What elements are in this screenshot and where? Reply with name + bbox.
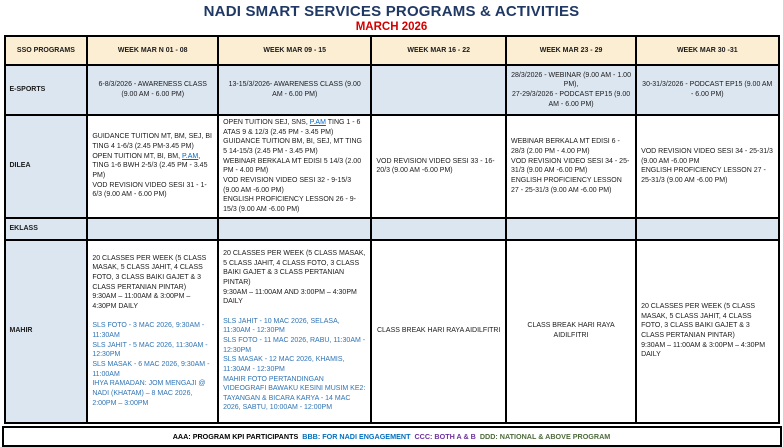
text-segment: , TING 1-6 BWH 2-5/3 (2.45 PM - 3.45 PM) <box>92 152 208 180</box>
schedule-line: CLASS BREAK HARI RAYA AIDILFITRI <box>527 322 615 340</box>
cell-e-sports-week-2: 13-15/3/2026- AWARENESS CLASS (9.00 AM -… <box>217 64 373 116</box>
cell-dilea-week-4: WEBINAR BERKALA MT EDISI 6 - 28/3 (2.00 … <box>505 114 638 219</box>
text-segment: OPEN TUITION SEJ, SNS, <box>223 119 310 126</box>
programs-table: SSO PROGRAMS WEEK MAR N 01 - 08 WEEK MAR 0… <box>3 35 780 424</box>
table-row-dilea: DILEA GUIDANCE TUITION MT, BM, SEJ, BI TI… <box>3 114 780 219</box>
cell-mahir-week-2: 20 CLASSES PER WEEK (5 CLASS MASAK, 5 CL… <box>217 238 373 424</box>
schedule-line: VOD REVISION VIDEO SESI 34 - 25-31/3 (9.… <box>511 157 630 175</box>
text-segment: TING 1 - 6 ATAS 9 & 12/3 (2.45 PM - 3.45… <box>223 119 361 136</box>
cell-eklass-week-3 <box>370 216 508 241</box>
cell-dilea-week-2: OPEN TUITION SEJ, SNS, P.AM TING 1 - 6 A… <box>217 114 373 219</box>
schedule-line: 20 CLASSES PER WEEK (5 CLASS MASAK, 5 CL… <box>641 303 756 340</box>
cell-mahir-week-3: CLASS BREAK HARI RAYA AIDILFITRI <box>370 238 508 424</box>
schedule-line: 30-31/3/2026 - PODCAST EP15 (9.00 AM - 6… <box>642 81 773 98</box>
schedule-line: GUIDANCE TUITION MT, BM, SEJ, BI TING 4 … <box>92 133 212 151</box>
cell-eklass-week-2 <box>217 216 373 241</box>
row-label-e-sports: E-SPORTS <box>3 64 89 116</box>
schedule-line: GUIDANCE TUITION BM, BI, SEJ, MT TING 5 … <box>223 138 362 155</box>
pam-link[interactable]: P.AM <box>309 119 326 126</box>
cell-e-sports-week-1: 6-8/3/2026 - AWARENESS CLASS (9.00 AM - … <box>86 64 220 116</box>
text-segment: SLS MASAK - 6 MAC 2026, 9:30AM - 11:00AM <box>92 361 210 378</box>
schedule-line: OPEN TUITION MT, BI, BM, P.AM, TING 1-6 … <box>92 152 213 181</box>
cell-e-sports-week-3 <box>370 64 508 116</box>
column-header-week-4: WEEK MAR 23 - 29 <box>505 35 638 66</box>
schedule-line: 9:30AM – 11:00AM & 3:00PM – 4:30PM DAILY <box>92 293 191 311</box>
pam-link[interactable]: P.AM <box>182 152 199 160</box>
row-label-dilea: DILEA <box>3 114 89 219</box>
text-segment: OPEN TUITION MT, BI, BM, <box>92 152 183 160</box>
page-title: NADI SMART SERVICES PROGRAMS & ACTIVITIE… <box>203 3 580 20</box>
table-row-e-sports: E-SPORTS 6-8/3/2026 - AWARENESS CLASS (9.… <box>3 64 780 116</box>
schedule-line: IHYA RAMADAN: JOM MENGAJI @ NADI (KHATAM… <box>92 379 213 408</box>
text-segment: IHYA RAMADAN: JOM MENGAJI @ NADI (KHATAM… <box>92 380 206 407</box>
cell-e-sports-week-5: 30-31/3/2026 - PODCAST EP15 (9.00 AM - 6… <box>635 64 780 116</box>
legend-ccc: CCC: BOTH A & B <box>414 431 478 441</box>
text-segment: SLS JAHIT - 5 MAC 2026, 11:30AM - 12:30P… <box>92 341 208 359</box>
text-segment: MAHIR FOTO PERTANDINGAN VIDEOGRAFI BAWAK… <box>223 375 366 412</box>
schedule-line: 20 CLASSES PER WEEK (5 CLASS MASAK, 5 CL… <box>92 254 207 291</box>
schedule-line: WEBINAR BERKALA MT EDISI 6 - 28/3 (2.00 … <box>511 138 620 155</box>
schedule-line: SLS FOTO - 11 MAC 2026, RABU, 11:30AM - … <box>223 336 366 355</box>
schedule-line: 13-15/3/2026- AWARENESS CLASS (9.00 AM -… <box>228 81 361 98</box>
schedule-line: SLS FOTO - 3 MAC 2026, 9:30AM - 11:30AM <box>92 321 213 340</box>
schedule-line: 20 CLASSES PER WEEK (5 CLASS MASAK, 5 CL… <box>223 249 366 286</box>
cell-e-sports-week-4: 28/3/2026 - WEBINAR (9.00 AM - 1.00 PM),… <box>505 64 638 116</box>
schedule-line: SLS JAHIT - 10 MAC 2026, SELASA, 11:30AM… <box>223 317 366 336</box>
schedule-line: 27-29/3/2026 - PODCAST EP15 (9.00 AM - 6… <box>511 91 631 108</box>
corner-header-sso-programs: SSO PROGRAMS <box>3 35 89 66</box>
schedule-line: SLS MASAK - 12 MAC 2026, KHAMIS, 11:30AM… <box>223 355 366 374</box>
schedule-line: 9:30AM – 11:00AM AND 3:00PM – 4:30PM DAI… <box>223 288 357 306</box>
schedule-line: ENGLISH PROFICIENCY LESSON 27 - 25-31/3 … <box>511 176 622 194</box>
schedule-line: VOD REVISION VIDEO SESI 33 - 16-20/3 (9.… <box>376 157 495 175</box>
text-segment: SLS FOTO - 3 MAC 2026, 9:30AM - 11:30AM <box>92 322 205 340</box>
schedule-line: 28/3/2026 - WEBINAR (9.00 AM - 1.00 PM), <box>511 71 631 89</box>
text-segment: SLS MASAK - 12 MAC 2026, KHAMIS, 11:30AM… <box>223 356 345 373</box>
schedule-line: 9:30AM – 11:00AM & 3:00PM – 4:30PM DAILY <box>641 341 766 359</box>
cell-mahir-week-5: 20 CLASSES PER WEEK (5 CLASS MASAK, 5 CL… <box>635 238 780 424</box>
schedule-line: VOD REVISION VIDEO SESI 32 - 9-15/3 (9.0… <box>223 176 352 194</box>
schedule-line: MAHIR FOTO PERTANDINGAN VIDEOGRAFI BAWAK… <box>223 375 366 414</box>
cell-eklass-week-4 <box>505 216 638 241</box>
schedule-line: OPEN TUITION SEJ, SNS, P.AM TING 1 - 6 A… <box>223 118 366 137</box>
column-header-week-5: WEEK MAR 30 -31 <box>635 35 780 66</box>
cell-eklass-week-5 <box>635 216 780 241</box>
schedule-line: SLS JAHIT - 5 MAC 2026, 11:30AM - 12:30P… <box>92 341 213 360</box>
schedule-line: 6-8/3/2026 - AWARENESS CLASS (9.00 AM - … <box>98 81 207 98</box>
legend-footer: AAA: PROGRAM KPI PARTICIPANTS BBB: FOR N… <box>1 425 782 447</box>
cell-mahir-week-4: CLASS BREAK HARI RAYA AIDILFITRI <box>505 238 638 424</box>
schedule-line <box>92 312 213 322</box>
schedule-line: ENGLISH PROFICIENCY LESSON 27 - 25-31/3 … <box>641 167 766 184</box>
schedule-line: CLASS BREAK HARI RAYA AIDILFITRI <box>376 327 501 335</box>
page-subtitle: MARCH 2026 <box>355 21 428 33</box>
row-label-mahir: MAHIR <box>3 238 89 424</box>
schedule-line: ENGLISH PROFICIENCY LESSON 26 - 9-15/3 (… <box>223 196 357 213</box>
column-header-week-2: WEEK MAR 09 - 15 <box>217 35 373 66</box>
table-row-eklass: EKLASS <box>3 216 780 241</box>
cell-dilea-week-5: VOD REVISION VIDEO SESI 34 - 25-31/3 (9.… <box>635 114 780 219</box>
schedule-line: VOD REVISION VIDEO SESI 31 - 1-6/3 (9.00… <box>92 181 207 199</box>
schedule-line: WEBINAR BERKALA MT EDISI 5 14/3 (2.00 PM… <box>223 157 362 175</box>
text-segment: SLS FOTO - 11 MAC 2026, RABU, 11:30AM - … <box>223 336 366 354</box>
schedule-line: VOD REVISION VIDEO SESI 34 - 25-31/3 (9.… <box>641 147 773 165</box>
header-row: SSO PROGRAMS WEEK MAR N 01 - 08 WEEK MAR 0… <box>3 35 780 66</box>
cell-dilea-week-1: GUIDANCE TUITION MT, BM, SEJ, BI TING 4 … <box>86 114 220 219</box>
column-header-week-3: WEEK MAR 16 - 22 <box>370 35 508 66</box>
table-row-mahir: MAHIR 20 CLASSES PER WEEK (5 CLASS MASAK,… <box>3 238 780 424</box>
schedule-line: SLS MASAK - 6 MAC 2026, 9:30AM - 11:00AM <box>92 360 213 379</box>
cell-mahir-week-1: 20 CLASSES PER WEEK (5 CLASS MASAK, 5 CL… <box>86 238 220 424</box>
legend-ddd: DDD: NATIONAL & ABOVE PROGRAM <box>479 431 611 441</box>
legend-bbb: BBB: FOR NADI ENGAGEMENT <box>302 431 413 441</box>
column-header-week-1: WEEK MAR N 01 - 08 <box>86 35 220 66</box>
legend-aaa: AAA: PROGRAM KPI PARTICIPANTS <box>172 431 301 441</box>
text-segment: SLS JAHIT - 10 MAC 2026, SELASA, 11:30AM… <box>223 317 340 335</box>
row-label-eklass: EKLASS <box>3 216 89 241</box>
schedule-line <box>223 307 366 317</box>
cell-eklass-week-1 <box>86 216 220 241</box>
cell-dilea-week-3: VOD REVISION VIDEO SESI 33 - 16-20/3 (9.… <box>370 114 508 219</box>
